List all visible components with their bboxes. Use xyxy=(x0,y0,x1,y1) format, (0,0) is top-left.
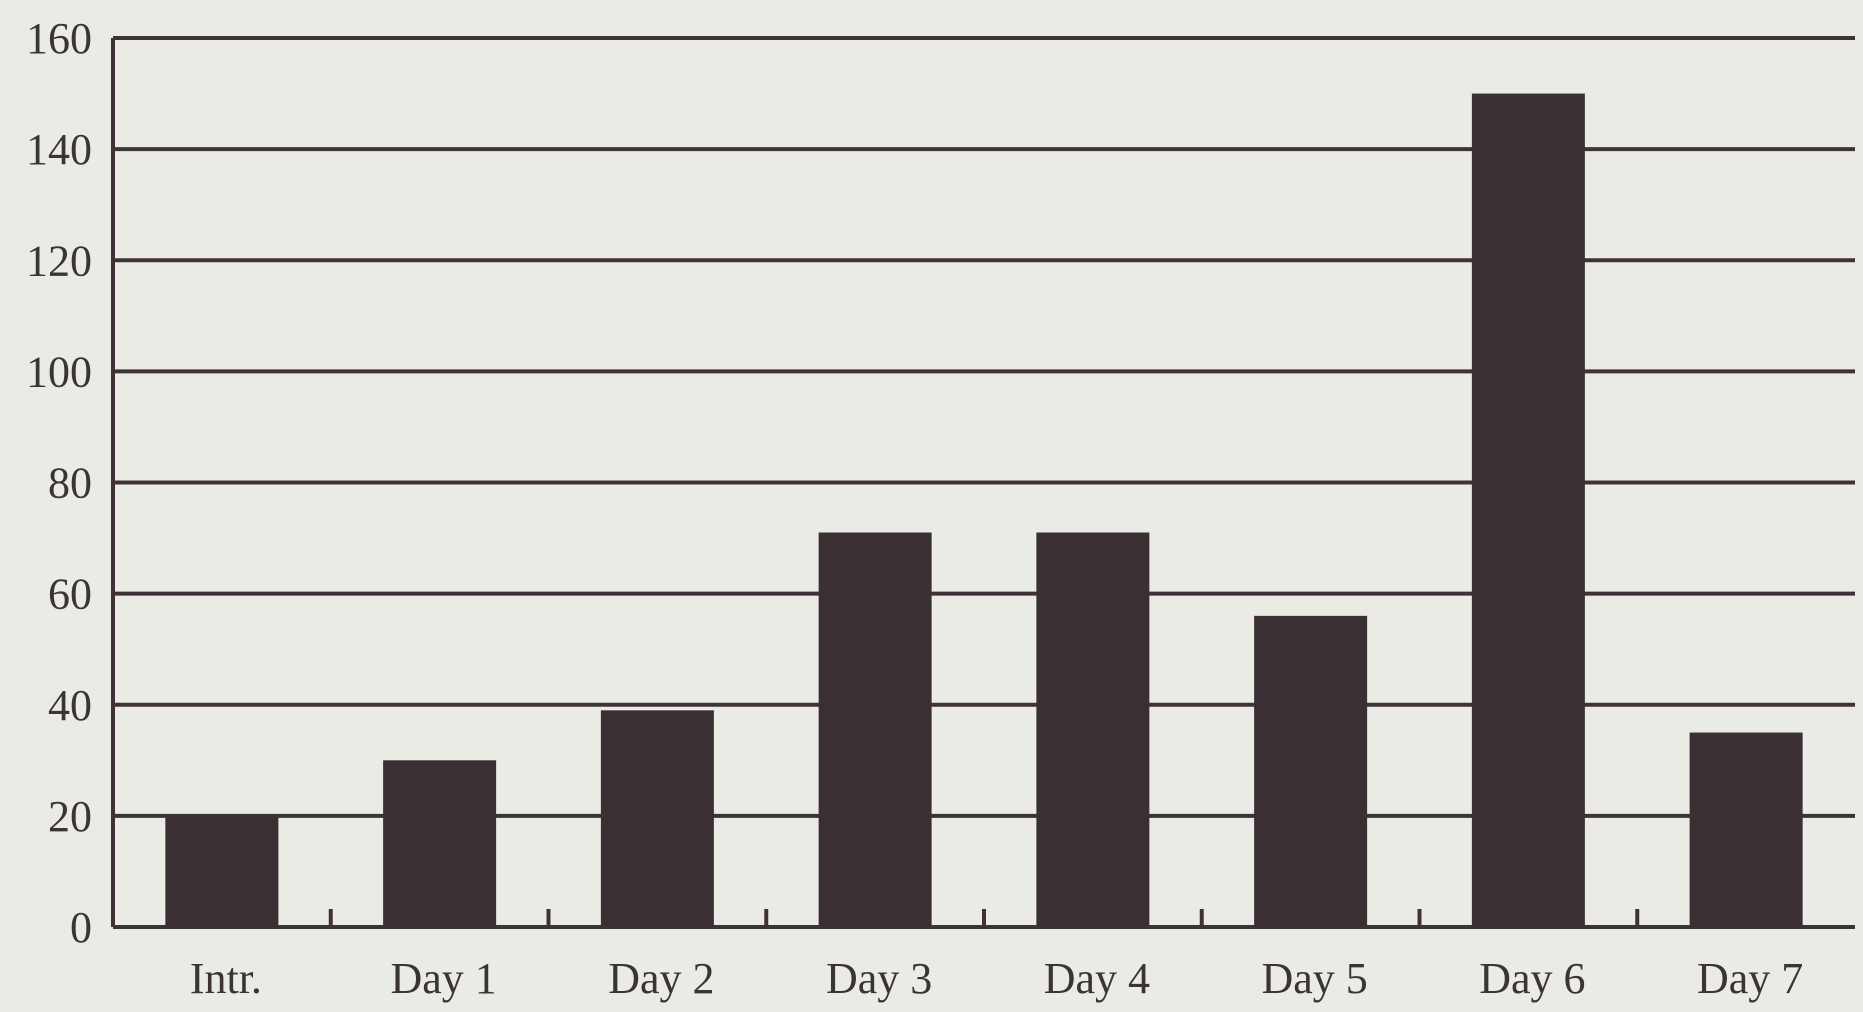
bar-intr xyxy=(165,815,279,927)
x-category-label: Day 2 xyxy=(608,954,714,1003)
bar-day-4 xyxy=(1036,532,1150,927)
x-category-label: Day 3 xyxy=(826,954,932,1003)
x-category-label: Day 4 xyxy=(1044,954,1150,1003)
y-tick-labels: 0 20 40 60 80 100 120 140 160 xyxy=(26,14,92,952)
bar-day-7 xyxy=(1689,732,1803,927)
y-tick-label: 100 xyxy=(26,347,92,396)
y-tick-label: 160 xyxy=(26,14,92,63)
x-category-label: Intr. xyxy=(190,954,262,1003)
bars xyxy=(165,93,1803,927)
bar-day-5 xyxy=(1254,615,1368,927)
x-category-label: Day 1 xyxy=(390,954,496,1003)
x-category-label: Day 7 xyxy=(1697,954,1803,1003)
y-tick-label: 0 xyxy=(70,903,92,952)
y-tick-label: 140 xyxy=(26,125,92,174)
gridlines xyxy=(113,36,1855,818)
bar-day-6 xyxy=(1471,93,1585,927)
bar-day-3 xyxy=(818,532,932,927)
x-category-label: Day 6 xyxy=(1479,954,1585,1003)
bar-day-1 xyxy=(383,760,497,927)
y-tick-label: 80 xyxy=(48,459,92,508)
x-category-labels: Intr. Day 1 Day 2 Day 3 Day 4 Day 5 Day 6 Day 7 xyxy=(190,954,1803,1003)
y-tick-label: 40 xyxy=(48,681,92,730)
y-tick-label: 60 xyxy=(48,570,92,619)
y-tick-label: 120 xyxy=(26,236,92,285)
x-category-label: Day 5 xyxy=(1261,954,1367,1003)
bar-day-2 xyxy=(600,710,714,927)
y-tick-label: 20 xyxy=(48,792,92,841)
